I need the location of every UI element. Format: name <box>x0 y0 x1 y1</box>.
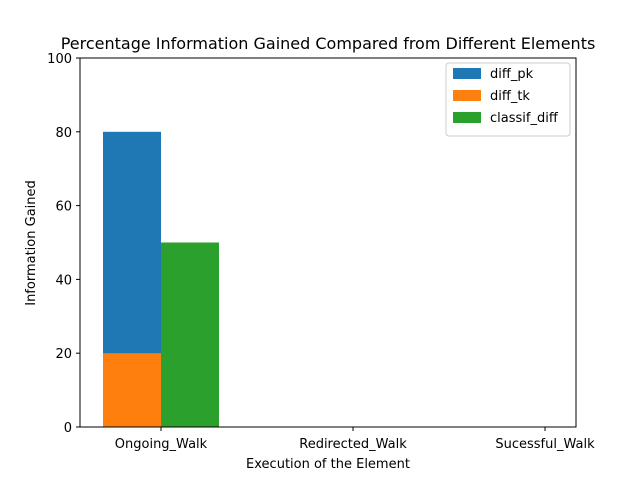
legend: diff_pk diff_tk classif_diff <box>445 62 571 137</box>
legend-label-diff_pk: diff_pk <box>490 67 534 82</box>
y-tick-label: 0 <box>64 421 72 436</box>
legend-swatch-classif_diff <box>453 112 481 123</box>
legend-label-diff_tk: diff_tk <box>490 89 530 104</box>
legend-label-classif_diff: classif_diff <box>490 111 559 126</box>
legend-swatch-diff_pk <box>453 68 481 79</box>
x-tick-label: Ongoing_Walk <box>115 437 208 452</box>
x-axis-label: Execution of the Element <box>246 457 410 472</box>
bar-diff_tk-Ongoing_Walk <box>103 353 161 427</box>
bars-group <box>103 131 219 428</box>
y-tick-label: 100 <box>47 52 72 67</box>
y-tick-label: 20 <box>55 347 72 362</box>
x-tick-label: Sucessful_Walk <box>495 437 595 452</box>
y-tick-label: 80 <box>55 126 72 141</box>
y-tick-label: 40 <box>55 273 72 288</box>
x-tick-label: Redirected_Walk <box>299 437 407 452</box>
x-axis: Ongoing_Walk Redirected_Walk Sucessful_Wal… <box>115 427 595 452</box>
chart-title: Percentage Information Gained Compared f… <box>61 34 596 53</box>
bar-classif_diff-Ongoing_Walk <box>161 242 219 427</box>
plot-frame <box>79 57 577 428</box>
y-axis-label: Information Gained <box>24 180 39 306</box>
legend-swatch-diff_tk <box>453 90 481 101</box>
y-tick-label: 60 <box>55 200 72 215</box>
y-axis: 0 20 40 60 80 100 <box>47 52 80 436</box>
